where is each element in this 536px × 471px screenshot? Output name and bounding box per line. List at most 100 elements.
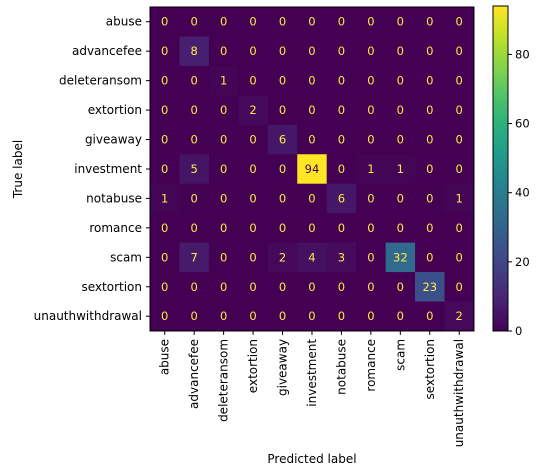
matrix-cell [267, 242, 298, 273]
cell-value-label: 0 [249, 250, 256, 264]
cell-value-label: 7 [191, 250, 198, 264]
matrix-cell [179, 242, 210, 273]
cell-value-label: 1 [456, 191, 463, 205]
cell-value-label: 0 [367, 250, 374, 264]
cell-value-label: 0 [249, 221, 256, 235]
cell-value-label: 0 [220, 162, 227, 176]
colorbar-tick-label: 0 [515, 324, 522, 338]
cell-value-label: 0 [397, 191, 404, 205]
matrix-cell [267, 272, 298, 302]
matrix-cell [179, 213, 210, 243]
cell-value-label: 0 [338, 44, 345, 58]
x-tick-label: sextortion [423, 339, 437, 400]
matrix-cell [150, 183, 180, 214]
matrix-cell [208, 272, 239, 302]
cell-value-label: 0 [161, 280, 168, 294]
cell-value-label: 2 [279, 250, 286, 264]
matrix-cell [385, 213, 416, 243]
x-axis-title: Predicted label [267, 452, 356, 466]
matrix-cell [415, 36, 445, 67]
cell-value-label: 0 [279, 162, 286, 176]
cell-value-label: 0 [397, 44, 404, 58]
y-tick-label: investment [74, 162, 142, 176]
x-tick-label: notabuse [334, 339, 348, 395]
matrix-cell [415, 65, 445, 96]
matrix-cells [149, 6, 475, 332]
cell-value-label: 0 [161, 103, 168, 117]
cell-value-label: 0 [279, 103, 286, 117]
matrix-cell [179, 154, 210, 185]
matrix-cell [150, 242, 180, 273]
matrix-cell [326, 242, 357, 273]
cell-value-label: 0 [220, 15, 227, 29]
cell-value-label: 0 [397, 103, 404, 117]
matrix-cell [267, 154, 298, 185]
matrix-cell [297, 7, 328, 37]
cell-value-label: 0 [367, 15, 374, 29]
matrix-cell [385, 36, 416, 67]
matrix-cell [415, 301, 445, 332]
cell-value-label: 6 [279, 133, 286, 147]
matrix-cell [385, 154, 416, 185]
cell-value-label: 0 [338, 103, 345, 117]
cell-value-label: 0 [456, 221, 463, 235]
cell-value-label: 0 [456, 280, 463, 294]
cell-value-label: 0 [191, 280, 198, 294]
matrix-cell [267, 36, 298, 67]
matrix-cell [179, 124, 210, 155]
cell-value-label: 0 [367, 133, 374, 147]
matrix-cell [356, 95, 386, 126]
cell-value-label: 0 [397, 221, 404, 235]
colorbar-tick-label: 80 [515, 47, 530, 61]
cell-value-label: 0 [220, 103, 227, 117]
matrix-cell [356, 272, 386, 302]
cell-value-label: 0 [308, 280, 315, 294]
cell-value-label: 0 [397, 133, 404, 147]
cell-value-label: 0 [426, 133, 433, 147]
matrix-cell [238, 183, 269, 214]
cell-value-label: 0 [279, 309, 286, 323]
matrix-cell [238, 7, 269, 37]
cell-value-label: 0 [456, 103, 463, 117]
matrix-cell [444, 7, 475, 37]
cell-value-label: 1 [367, 162, 374, 176]
matrix-cell [179, 301, 210, 332]
cell-value-label: 0 [426, 162, 433, 176]
colorbar-tick-label: 40 [515, 186, 530, 200]
cell-value-label: 0 [220, 191, 227, 205]
matrix-cell [208, 65, 239, 96]
cell-value-label: 5 [191, 162, 198, 176]
matrix-cell [444, 124, 475, 155]
matrix-cell [238, 213, 269, 243]
cell-value-label: 0 [367, 280, 374, 294]
cell-value-label: 0 [161, 44, 168, 58]
cell-value-label: 0 [426, 191, 433, 205]
matrix-cell [150, 65, 180, 96]
cell-value-label: 0 [191, 191, 198, 205]
matrix-cell [208, 124, 239, 155]
matrix-cell [150, 301, 180, 332]
cell-value-label: 0 [249, 44, 256, 58]
matrix-cell [208, 183, 239, 214]
cell-value-label: 0 [249, 280, 256, 294]
matrix-cell [356, 301, 386, 332]
x-tick-label: extortion [246, 339, 260, 393]
matrix-cell [150, 124, 180, 155]
cell-value-label: 1 [397, 162, 404, 176]
matrix-cell [297, 154, 328, 185]
cell-value-label: 32 [393, 250, 408, 264]
cell-value-label: 3 [338, 250, 345, 264]
cell-value-label: 4 [308, 250, 315, 264]
cell-value-label: 0 [220, 250, 227, 264]
matrix-cell [208, 154, 239, 185]
matrix-cell [297, 183, 328, 214]
cell-value-label: 0 [220, 309, 227, 323]
cell-value-label: 0 [191, 221, 198, 235]
cell-value-label: 0 [249, 162, 256, 176]
cell-value-label: 0 [191, 15, 198, 29]
matrix-cell [326, 301, 357, 332]
cell-value-label: 0 [161, 74, 168, 88]
cell-value-label: 0 [279, 44, 286, 58]
matrix-cell [444, 183, 475, 214]
matrix-cell [179, 272, 210, 302]
